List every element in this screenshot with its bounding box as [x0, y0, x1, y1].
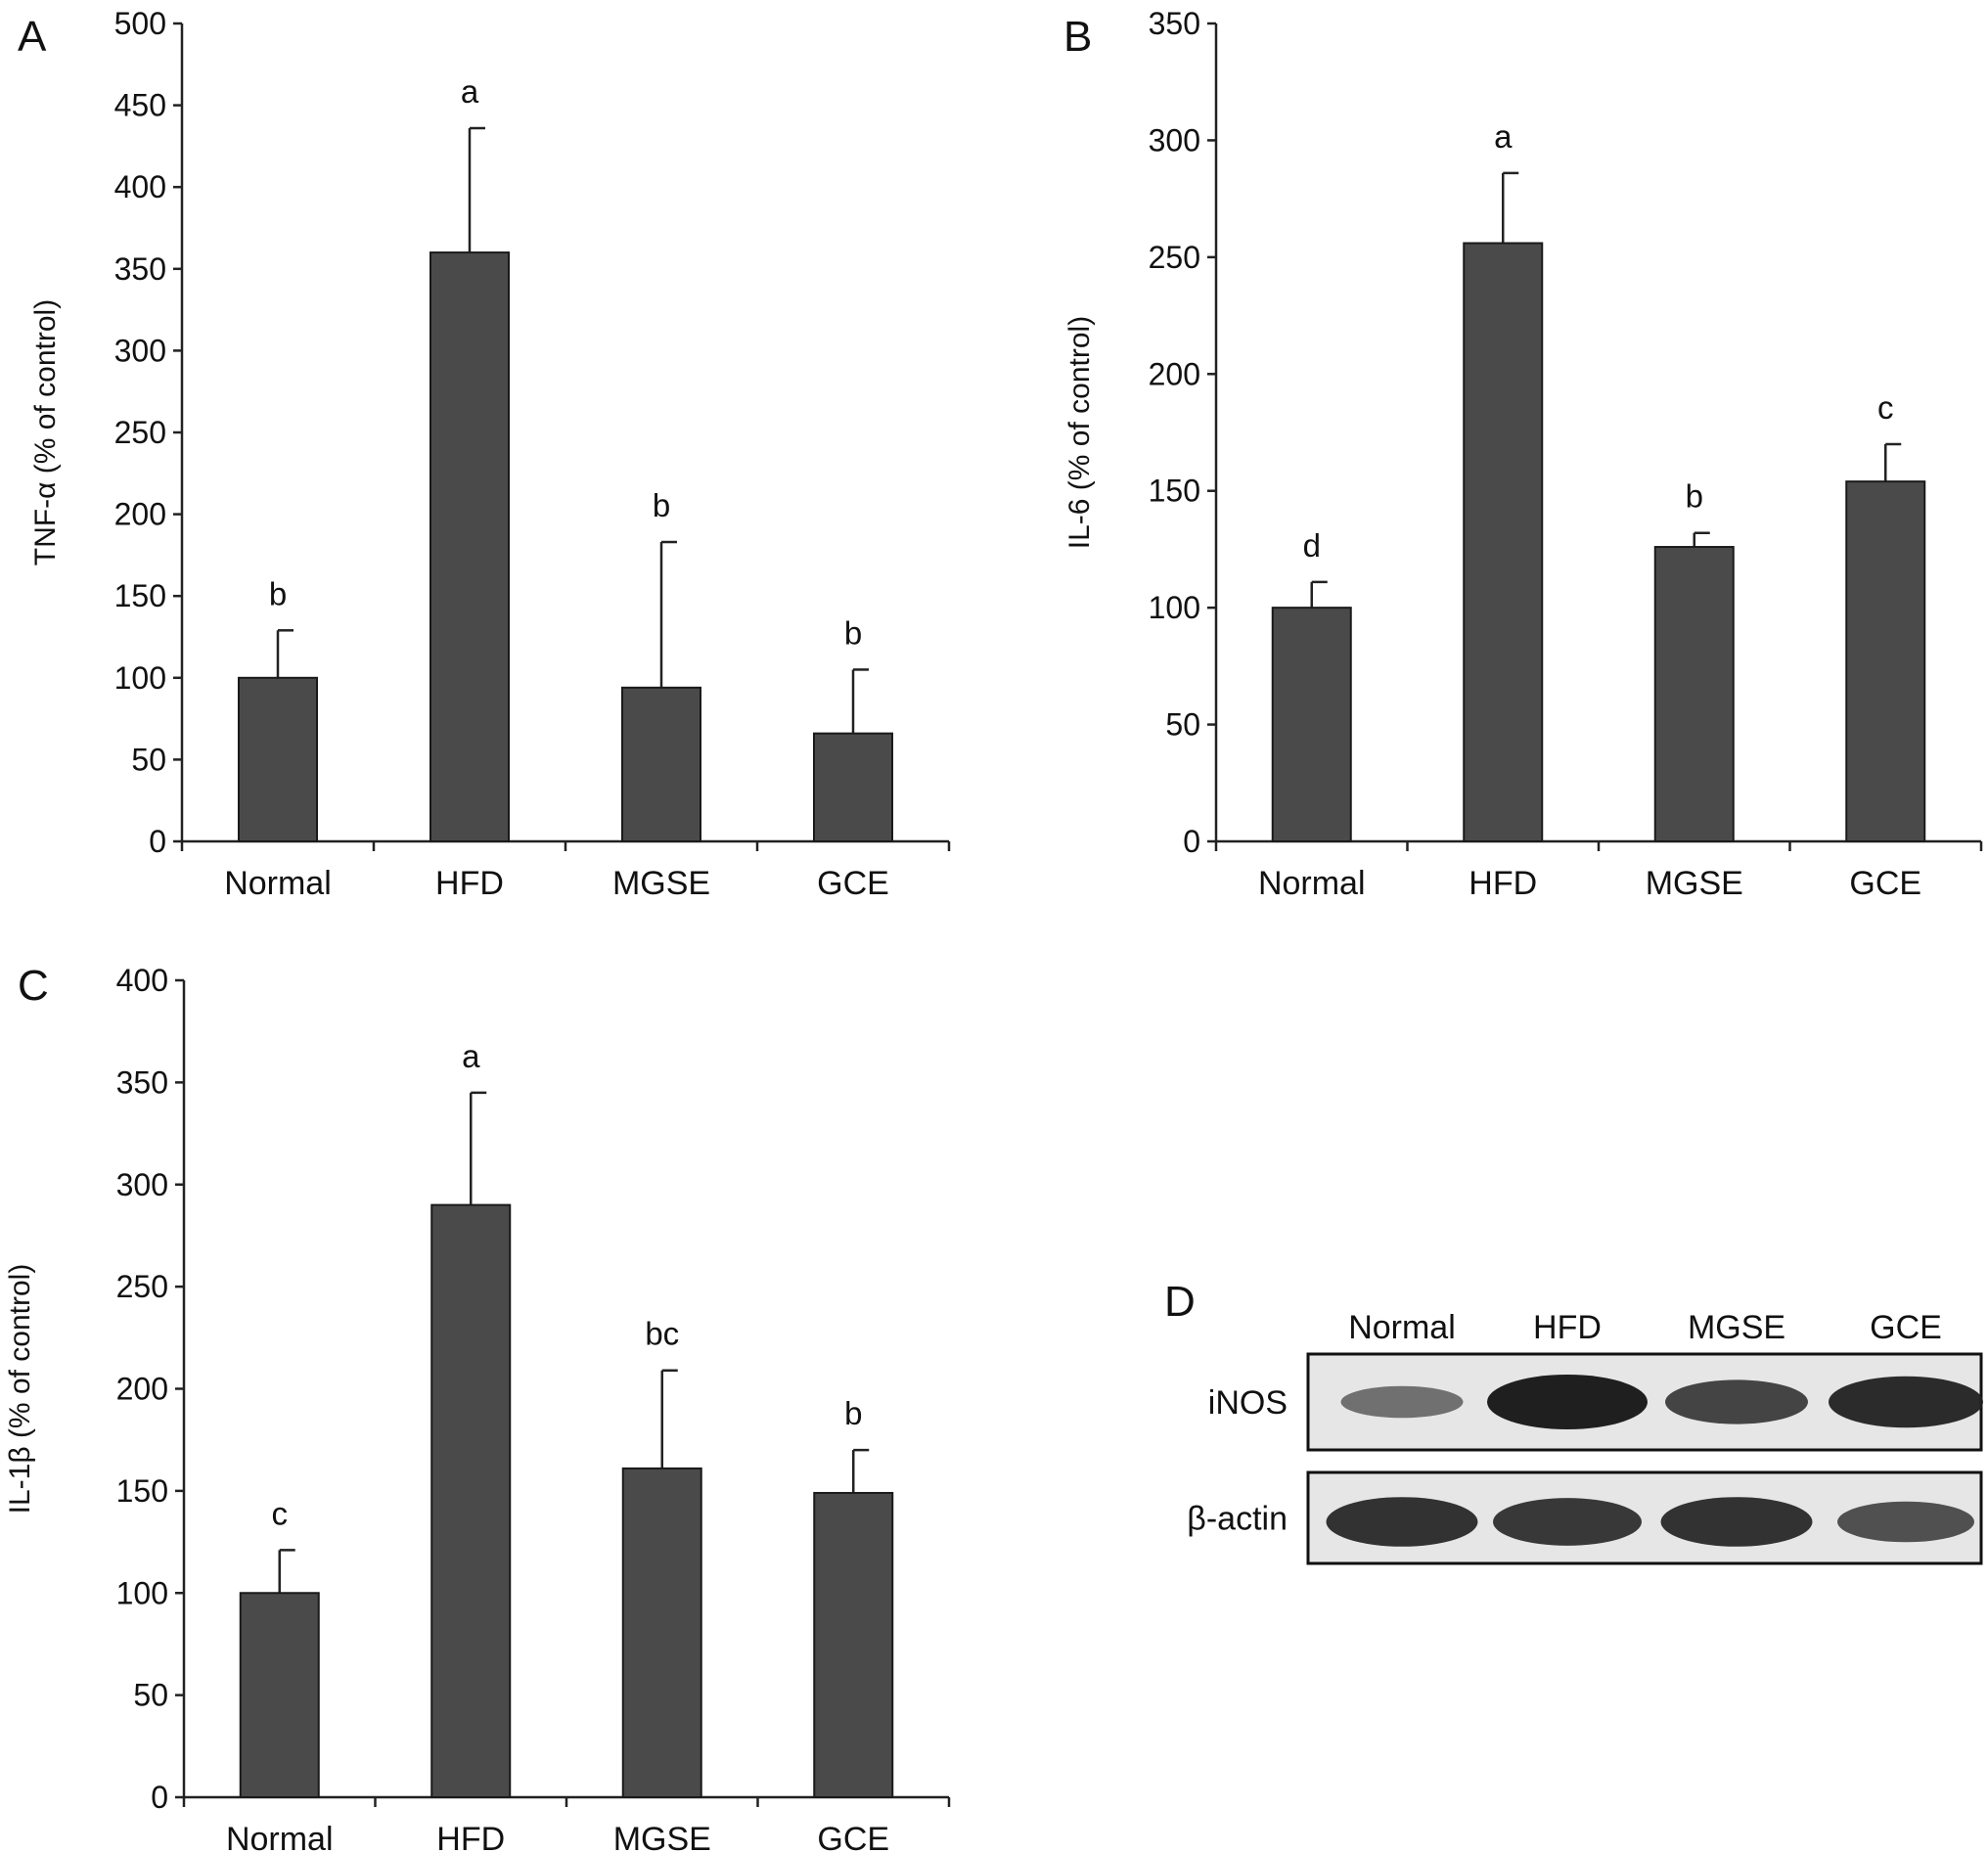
blot-row-label: iNOS [1208, 1384, 1288, 1422]
significance-letter: bc [645, 1316, 679, 1352]
y-tick-label: 150 [114, 578, 166, 613]
chart-panel-c: C 0 50 100 150 200 250 300 350 400 IL-1β (% of con… [4, 962, 951, 1853]
blot-band [1340, 1385, 1464, 1419]
x-category-label: Normal [226, 1821, 334, 1853]
y-tick-label: 400 [114, 169, 166, 204]
panel-letter-d: D [1164, 1278, 1196, 1326]
bar-normal [239, 1592, 320, 1798]
y-tick-label: 250 [114, 415, 166, 450]
y-tick-label: 100 [114, 660, 166, 696]
x-category-label: MGSE [612, 865, 710, 902]
significance-letter: d [1303, 527, 1321, 564]
blot-lane-label: HFD [1533, 1309, 1602, 1346]
y-tick-label: 350 [114, 251, 166, 287]
significance-letter: a [462, 1038, 480, 1074]
bar-normal [238, 676, 318, 842]
blot-row: iNOS [1208, 1352, 1983, 1452]
x-category-label: HFD [1468, 865, 1537, 902]
x-category-label: GCE [817, 865, 889, 902]
blot-band [1326, 1497, 1478, 1547]
y-axis-label: TNF-α (% of control) [29, 299, 62, 565]
significance-letter: b [844, 614, 862, 651]
bar-hfd [429, 251, 510, 842]
significance-letter: b [844, 1395, 862, 1431]
blot-band [1487, 1375, 1648, 1429]
significance-letter: a [461, 73, 479, 110]
x-category-label: GCE [817, 1821, 889, 1853]
significance-letter: b [653, 487, 670, 523]
y-tick-label: 350 [116, 1064, 168, 1100]
blot-lane-label: GCE [1870, 1309, 1942, 1346]
y-tick-label: 400 [116, 963, 168, 998]
x-category-label: MGSE [1646, 865, 1743, 902]
y-tick-label: 0 [149, 824, 166, 859]
panel-letter: C [18, 962, 49, 1010]
bar-gce [1845, 480, 1926, 842]
y-tick-label: 450 [114, 88, 166, 123]
y-tick-label: 200 [116, 1372, 168, 1407]
y-tick-label: 50 [131, 742, 166, 777]
bar-mgse [1653, 546, 1735, 842]
y-tick-label: 200 [114, 497, 166, 532]
significance-letter: c [272, 1495, 289, 1531]
x-category-label: Normal [1258, 865, 1366, 902]
bar-mgse [621, 1467, 702, 1798]
x-category-label: HFD [436, 1821, 505, 1853]
y-tick-label: 350 [1149, 6, 1200, 41]
y-tick-label: 250 [116, 1269, 168, 1304]
y-tick-label: 50 [1165, 707, 1200, 743]
blot-band [1837, 1501, 1974, 1543]
y-tick-label: 100 [1149, 590, 1200, 625]
bar-hfd [1463, 242, 1544, 843]
y-axis-label: IL-6 (% of control) [1063, 316, 1096, 549]
blot-lane-label: MGSE [1688, 1309, 1785, 1346]
y-tick-label: 0 [151, 1780, 168, 1815]
panel-letter: A [18, 13, 47, 61]
panel-letter: B [1063, 13, 1092, 61]
blot-row-label: β-actin [1187, 1501, 1288, 1538]
y-tick-label: 50 [133, 1678, 168, 1713]
y-tick-label: 300 [1149, 122, 1200, 158]
bar-mgse [621, 686, 701, 842]
y-tick-label: 0 [1183, 824, 1200, 859]
blot-band [1665, 1379, 1808, 1424]
significance-letter: c [1877, 389, 1894, 426]
y-tick-label: 250 [1149, 240, 1200, 275]
y-tick-label: 500 [114, 6, 166, 41]
significance-letter: a [1494, 118, 1513, 155]
chart-panel-a: A 0 50 100 150 200 250 300 350 400 450 500 TNF-α (% … [18, 6, 951, 902]
x-category-label: GCE [1849, 865, 1921, 902]
y-axis-label: IL-1β (% of control) [4, 1264, 36, 1514]
y-tick-label: 200 [1149, 356, 1200, 391]
x-category-label: MGSE [613, 1821, 711, 1853]
blot-band [1493, 1498, 1642, 1546]
blot-lane-label: Normal [1348, 1309, 1456, 1346]
bar-normal [1271, 607, 1352, 843]
bar-gce [813, 1491, 894, 1799]
x-category-label: Normal [224, 865, 332, 902]
significance-letter: b [1686, 478, 1703, 515]
y-tick-label: 150 [116, 1473, 168, 1509]
bar-hfd [430, 1203, 512, 1798]
blot-band [1829, 1376, 1983, 1428]
blot-row: β-actin [1187, 1470, 1983, 1565]
y-tick-label: 150 [1149, 474, 1200, 509]
chart-panel-b: B 0 50 100 150 200 250 300 350 IL-6 (% of control… [1063, 6, 1983, 902]
blot-band [1660, 1497, 1813, 1547]
y-tick-label: 300 [116, 1167, 168, 1202]
y-tick-label: 300 [114, 333, 166, 368]
bar-gce [813, 732, 893, 843]
y-tick-label: 100 [116, 1575, 168, 1610]
western-blot-panel: D Normal HFD MGSE GCE iNOS β-actin [1164, 1278, 1983, 1565]
x-category-label: HFD [435, 865, 504, 902]
significance-letter: b [269, 575, 287, 611]
